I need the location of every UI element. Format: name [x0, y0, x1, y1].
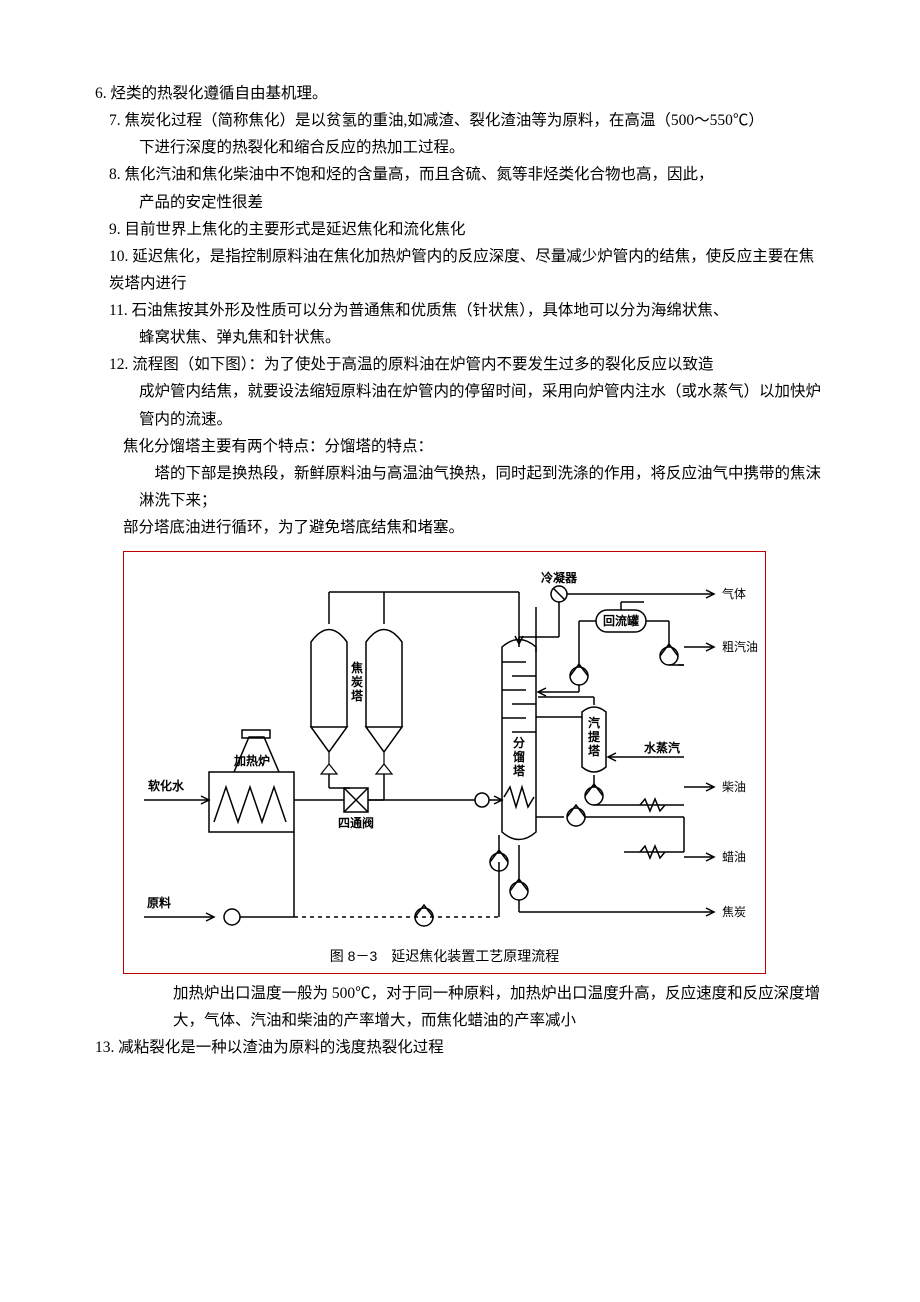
svg-text:焦炭: 焦炭 [722, 905, 746, 919]
svg-text:汽: 汽 [588, 715, 600, 730]
flow-diagram-svg: 原料软化水加热炉四通阀焦炭塔分馏塔冷凝器回流罐气体粗汽油汽提塔水蒸汽柴油蜡油焦炭 [124, 552, 765, 942]
svg-text:炭: 炭 [351, 674, 363, 689]
paragraph: 7. 焦炭化过程（简称焦化）是以贫氢的重油,如减渣、裂化渣油等为原料，在高温（5… [95, 107, 825, 134]
svg-text:塔: 塔 [588, 743, 601, 758]
paragraph: 加热炉出口温度一般为 500℃，对于同一种原料，加热炉出口温度升高，反应速度和反… [95, 980, 825, 1034]
svg-text:馏: 馏 [513, 749, 525, 764]
svg-text:柴油: 柴油 [722, 780, 746, 794]
document-text-before: 6. 烃类的热裂化遵循自由基机理。7. 焦炭化过程（简称焦化）是以贫氢的重油,如… [95, 80, 825, 541]
svg-text:分: 分 [513, 735, 525, 750]
svg-text:焦: 焦 [350, 660, 363, 675]
paragraph: 8. 焦化汽油和焦化柴油中不饱和烃的含量高，而且含硫、氮等非烃类化合物也高，因此… [95, 161, 825, 188]
paragraph: 部分塔底油进行循环，为了避免塔底结焦和堵塞。 [95, 514, 825, 541]
paragraph: 产品的安定性很差 [95, 189, 825, 216]
svg-text:粗汽油: 粗汽油 [722, 639, 758, 654]
svg-text:塔: 塔 [513, 763, 526, 778]
svg-text:气体: 气体 [722, 586, 746, 601]
svg-text:加热炉: 加热炉 [233, 753, 270, 768]
svg-text:塔: 塔 [351, 688, 364, 703]
paragraph: 11. 石油焦按其外形及性质可以分为普通焦和优质焦（针状焦），具体地可以分为海绵… [95, 297, 825, 324]
paragraph: 6. 烃类的热裂化遵循自由基机理。 [95, 80, 825, 107]
process-flow-figure: 原料软化水加热炉四通阀焦炭塔分馏塔冷凝器回流罐气体粗汽油汽提塔水蒸汽柴油蜡油焦炭… [123, 551, 766, 974]
paragraph: 12. 流程图（如下图）：为了使处于高温的原料油在炉管内不要发生过多的裂化反应以… [95, 351, 825, 378]
figure-caption: 图 8－3 延迟焦化装置工艺原理流程 [124, 942, 765, 973]
paragraph: 9. 目前世界上焦化的主要形式是延迟焦化和流化焦化 [95, 216, 825, 243]
paragraph: 10. 延迟焦化，是指控制原料油在焦化加热炉管内的反应深度、尽量减少炉管内的结焦… [95, 243, 825, 297]
paragraph: 成炉管内结焦，就要设法缩短原料油在炉管内的停留时间，采用向炉管内注水（或水蒸气）… [95, 378, 825, 432]
svg-text:软化水: 软化水 [148, 778, 185, 793]
paragraph: 焦化分馏塔主要有两个特点：分馏塔的特点： [95, 433, 825, 460]
paragraph: 下进行深度的热裂化和缩合反应的热加工过程。 [95, 134, 825, 161]
svg-text:水蒸汽: 水蒸汽 [644, 740, 680, 755]
svg-text:蜡油: 蜡油 [722, 850, 746, 864]
svg-text:提: 提 [588, 729, 601, 744]
svg-text:冷凝器: 冷凝器 [541, 570, 578, 585]
svg-text:四通阀: 四通阀 [338, 815, 374, 830]
document-text-after: 加热炉出口温度一般为 500℃，对于同一种原料，加热炉出口温度升高，反应速度和反… [95, 980, 825, 1061]
paragraph: 蜂窝状焦、弹丸焦和针状焦。 [95, 324, 825, 351]
paragraph: 塔的下部是换热段，新鲜原料油与高温油气换热，同时起到洗涤的作用，将反应油气中携带… [95, 460, 825, 514]
paragraph: 13. 减粘裂化是一种以渣油为原料的浅度热裂化过程 [95, 1034, 825, 1061]
svg-text:回流罐: 回流罐 [603, 613, 639, 628]
svg-text:原料: 原料 [147, 895, 171, 910]
